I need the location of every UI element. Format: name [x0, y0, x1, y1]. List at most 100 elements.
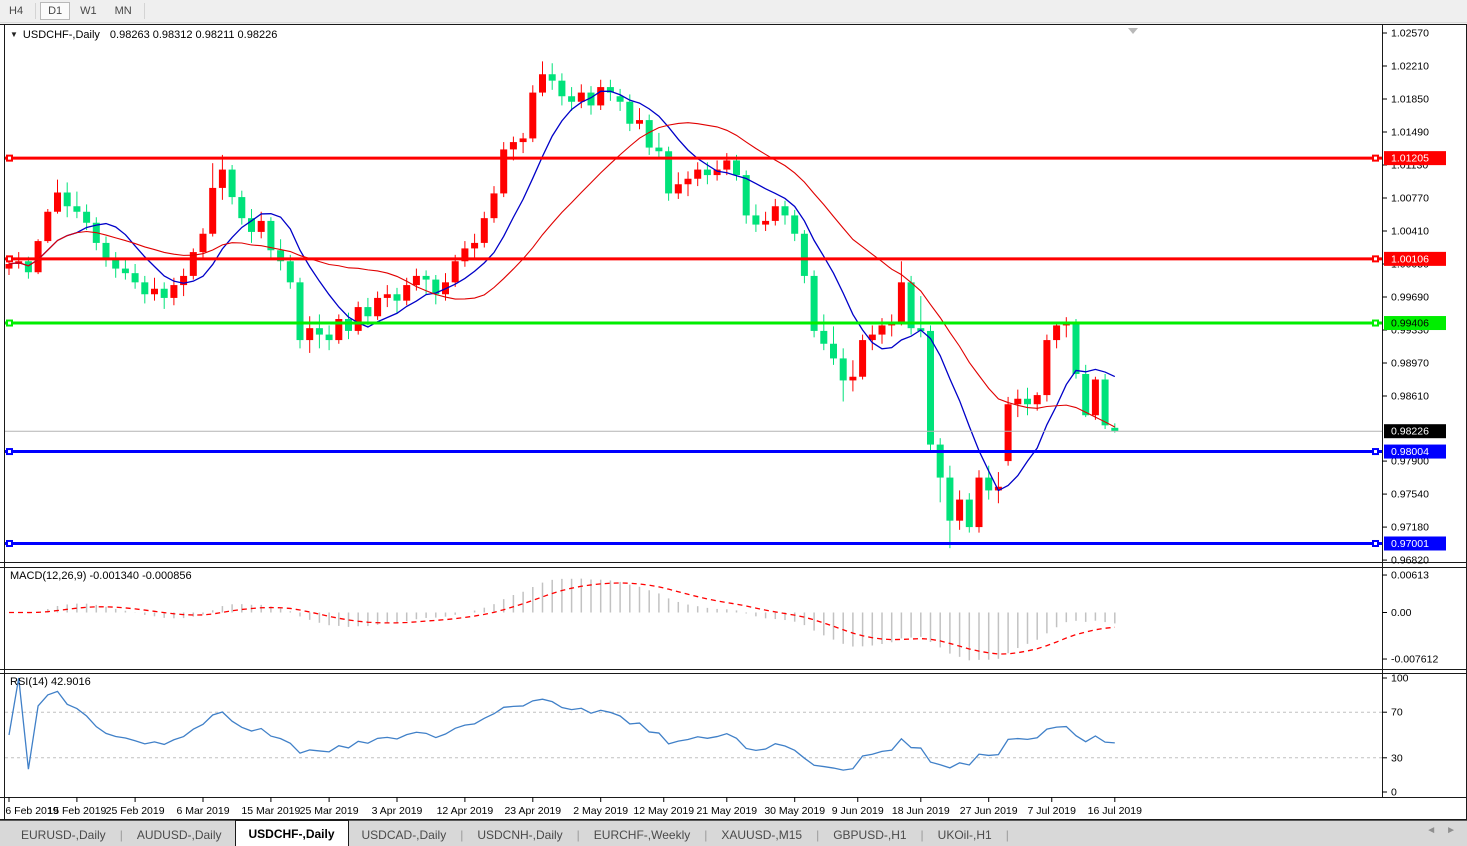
candle-body — [956, 499, 964, 521]
date-tick-label: 15 Mar 2019 — [241, 805, 300, 817]
candle — [1024, 387, 1031, 416]
tab-separator: | — [920, 828, 924, 842]
tab-scroll-left-icon[interactable]: ◄ — [1426, 825, 1437, 836]
price-tick-label: 0.96820 — [1391, 555, 1429, 567]
chart-tab-audusd-daily[interactable]: AUDUSD-,Daily — [136, 828, 222, 842]
macd-values: -0.001340 -0.000856 — [89, 570, 192, 582]
chart-shift-marker-icon[interactable] — [1128, 28, 1138, 34]
candle-body — [694, 169, 702, 179]
candle-body — [1043, 340, 1051, 396]
timeframe-button-w1[interactable]: W1 — [80, 5, 97, 17]
price-tick-label: 0.98610 — [1391, 391, 1429, 403]
price-tick-label: 1.01850 — [1391, 94, 1429, 106]
candle-body — [267, 220, 275, 251]
price-axis[interactable]: 1.025701.022101.018501.014901.011301.007… — [1382, 28, 1446, 567]
candle-body — [199, 233, 207, 253]
candle — [694, 162, 702, 187]
candle-body — [927, 330, 934, 445]
candle-body — [878, 325, 886, 335]
price-tick-label: 1.00410 — [1391, 226, 1429, 238]
chart-tab-usdcad-daily[interactable]: USDCAD-,Daily — [361, 828, 447, 842]
horizontal-lines — [5, 154, 1382, 547]
candle-body — [141, 282, 149, 295]
candle-body — [645, 120, 653, 148]
candle — [577, 84, 585, 109]
candle — [674, 172, 682, 199]
timeframe-button-mn[interactable]: MN — [114, 5, 132, 17]
candle-body — [703, 169, 711, 176]
candle-body — [771, 206, 779, 221]
chart-tab-xauusd-m15[interactable]: XAUUSD-,M15 — [721, 828, 803, 842]
hline-0.98004[interactable] — [5, 448, 1382, 456]
candle-body — [665, 151, 673, 194]
candle-body — [1101, 379, 1109, 426]
candle-body — [597, 87, 605, 106]
chart-tab-eurusd-daily[interactable]: EURUSD-,Daily — [21, 828, 106, 842]
candle-body — [1091, 379, 1099, 416]
macd-histogram — [17, 578, 1116, 661]
candle-body — [936, 444, 944, 478]
candle — [791, 209, 799, 242]
chart-tab-usdchf-daily[interactable]: USDCHF-,Daily — [234, 820, 349, 846]
candle-body — [568, 96, 576, 102]
chart-tab-eurchf-weekly[interactable]: EURCHF-,Weekly — [593, 828, 691, 842]
candle — [597, 79, 605, 110]
tab-separator: | — [1005, 828, 1009, 842]
candle — [655, 132, 663, 160]
candle — [73, 191, 81, 219]
timeframe-button-h4[interactable]: H4 — [9, 5, 24, 17]
hline-anchor-dot — [8, 541, 11, 545]
symbol-dropdown-icon[interactable]: ▼ — [10, 30, 18, 39]
timeframe-button-d1[interactable]: D1 — [40, 2, 71, 20]
candle — [228, 165, 236, 205]
hline-anchor-dot — [1374, 541, 1377, 545]
candle — [209, 163, 217, 237]
macd-name: MACD(12,26,9) — [10, 570, 87, 582]
candle-body — [820, 330, 828, 344]
price-tick-label: 0.97540 — [1391, 489, 1429, 501]
candle — [500, 142, 508, 198]
candle-body — [1024, 398, 1031, 405]
candle — [645, 114, 653, 155]
rsi-tick-label: 30 — [1391, 752, 1403, 764]
candle-body — [684, 178, 692, 185]
candle — [539, 61, 546, 97]
chart-tab-usdcnh-daily[interactable]: USDCNH-,Daily — [477, 828, 563, 842]
date-tick-label: 23 Apr 2019 — [504, 805, 561, 817]
candle-body — [44, 211, 52, 242]
hline-price-badge-label: 0.99406 — [1391, 318, 1429, 330]
hline-1.00106[interactable] — [5, 255, 1382, 263]
candle — [364, 297, 372, 326]
hline-1.01205[interactable] — [5, 154, 1382, 162]
hline-price-badge-label: 0.97001 — [1391, 538, 1429, 550]
chart-tab-ukoil-h1[interactable]: UKOil-,H1 — [937, 828, 992, 842]
hline-price-badge: 0.97001 — [1384, 536, 1446, 551]
candle-body — [849, 376, 857, 381]
hline-0.97001[interactable] — [5, 539, 1382, 547]
candle-body — [257, 220, 265, 232]
hline-anchor-dot — [1374, 257, 1377, 261]
candle — [965, 493, 973, 533]
candle-body — [480, 218, 488, 243]
candle-body — [946, 477, 954, 521]
candle-body — [73, 206, 81, 212]
candle-body — [548, 74, 556, 81]
candle-body — [422, 275, 430, 280]
candle-body — [500, 149, 508, 194]
candle-body — [63, 192, 71, 207]
candle-body — [345, 319, 352, 331]
candle — [558, 73, 566, 106]
rsi-line — [8, 677, 1115, 771]
candle — [160, 282, 168, 309]
price-tick-label: 0.98970 — [1391, 358, 1429, 370]
chart-tab-gbpusd-h1[interactable]: GBPUSD-,H1 — [833, 828, 907, 842]
candle — [267, 217, 275, 258]
tab-scroll-right-icon[interactable]: ► — [1446, 825, 1456, 836]
candle-body — [432, 279, 440, 295]
hline-0.99406[interactable] — [5, 319, 1382, 327]
candle-body — [471, 242, 479, 249]
date-tick-label: 12 May 2019 — [633, 805, 694, 817]
macd-axis: 0.00613 0.00 -0.007612 — [1382, 570, 1438, 666]
